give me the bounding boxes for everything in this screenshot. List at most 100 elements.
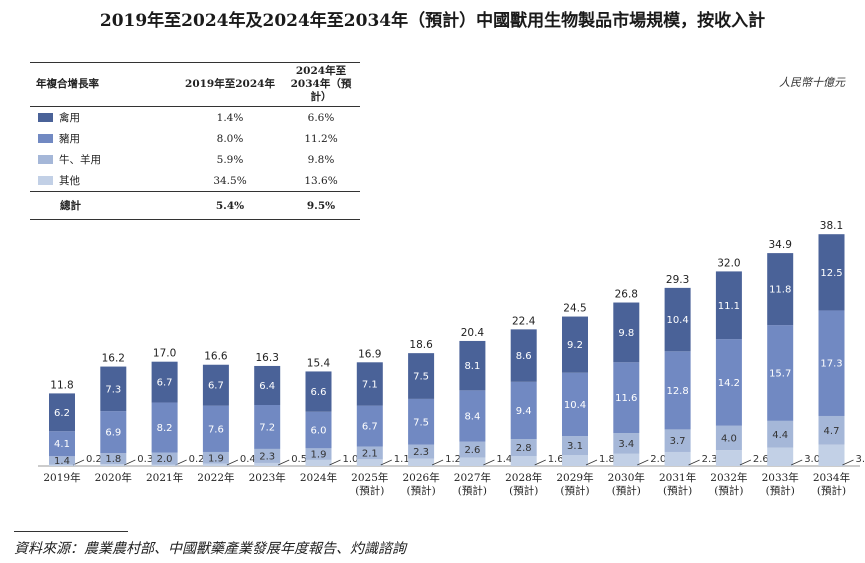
x-tick-label: (預計): [509, 484, 538, 497]
bar-segment: [818, 415, 845, 445]
data-label: 1.9: [208, 453, 224, 464]
bar-segment: [613, 302, 640, 363]
x-tick-label: (預計): [612, 484, 641, 497]
bar-segment: [305, 411, 332, 449]
cagr-value: 11.2%: [304, 132, 338, 145]
legend-label-cattle-sheep: 牛、羊用: [59, 154, 101, 166]
data-label-other: 2.6: [753, 454, 769, 465]
x-tick-label: (預計): [355, 484, 384, 497]
leader-line: [483, 459, 495, 466]
bar-segment: [459, 340, 486, 391]
data-label: 7.3: [105, 384, 121, 395]
legend-label-swine: 豬用: [59, 133, 80, 145]
bar-segment: [100, 453, 127, 465]
chart-title: 2019年至2024年及2024年至2034年（預計）中國獸用生物製品市場規模，…: [99, 11, 766, 31]
total-label: 29.3: [666, 274, 689, 286]
bar-segment: [202, 451, 229, 464]
total-label: 22.4: [512, 315, 536, 327]
leader-line: [278, 459, 290, 466]
bar-segment: [562, 372, 588, 437]
cagr-table: 年複合增長率 2019年至2024年 2024年至 2034年（預計） 禽用 1…: [30, 62, 360, 220]
data-label-other: 2.0: [650, 454, 666, 465]
total-label: 32.0: [717, 257, 740, 269]
x-tick-label: (預計): [560, 484, 589, 497]
bar-segment: [100, 411, 127, 454]
cagr-row-total: 總計 5.4% 9.5%: [30, 191, 360, 220]
data-label: 7.5: [413, 417, 429, 428]
data-label: 2.6: [464, 445, 480, 456]
bar-segment: [562, 316, 588, 373]
total-label: 20.4: [461, 327, 485, 339]
bar-segment: [254, 365, 281, 405]
cagr-value: 1.4%: [216, 111, 244, 124]
data-label: 9.4: [516, 406, 532, 417]
cagr-value: 34.5%: [213, 174, 247, 187]
data-label: 12.8: [666, 386, 688, 397]
data-label: 6.7: [208, 381, 224, 392]
bar-segment: [510, 381, 537, 440]
data-label: 7.5: [413, 372, 429, 383]
data-label: 7.6: [208, 424, 224, 435]
leader-line: [431, 459, 444, 466]
data-label-other: 3.0: [804, 454, 820, 465]
bar-segment: [613, 433, 640, 454]
x-tick-label: 2028年: [505, 471, 542, 484]
data-label: 8.4: [464, 411, 480, 422]
x-tick-label: 2029年: [556, 471, 593, 484]
leader-line: [791, 459, 803, 466]
total-label: 18.6: [409, 339, 433, 351]
total-label: 24.5: [563, 303, 586, 315]
bar-segment: [202, 405, 229, 452]
bar-segment: [562, 436, 588, 456]
leader-line: [329, 459, 341, 466]
bar-segment: [305, 448, 332, 460]
data-label-other: 1.1: [394, 454, 410, 465]
leader-line: [534, 459, 546, 466]
data-label: 3.7: [670, 436, 686, 447]
cagr-total-value: 9.5%: [306, 199, 336, 212]
data-label: 8.6: [516, 351, 532, 362]
cagr-row-poultry: 禽用 1.4% 6.6%: [30, 107, 360, 129]
cagr-header-2024-2034: 2024年至 2034年（預計）: [290, 65, 352, 103]
bar-segment: [408, 353, 435, 399]
bar-segment: [664, 351, 691, 430]
bar-segment: [408, 458, 435, 466]
bar-segment: [562, 455, 588, 466]
data-label: 6.6: [311, 387, 327, 398]
total-label: 11.8: [50, 379, 73, 391]
data-label: 2.8: [516, 443, 532, 454]
bar-segment: [202, 463, 229, 466]
cagr-value: 6.6%: [307, 111, 335, 124]
bar-segment: [49, 456, 75, 465]
data-label: 8.2: [157, 423, 173, 434]
x-tick-label: (預計): [817, 484, 846, 497]
data-label-other: 0.2: [86, 454, 102, 465]
data-label-other: 1.2: [445, 454, 461, 465]
bar-segment: [613, 362, 640, 434]
data-label: 11.6: [615, 393, 637, 404]
bar-segment: [664, 451, 691, 466]
bar-segment: [715, 450, 742, 466]
data-label: 9.8: [618, 328, 634, 339]
bar-segment: [767, 420, 794, 448]
legend-swatch-poultry: [38, 113, 53, 122]
x-tick-label: (預計): [458, 484, 487, 497]
bar-segment: [459, 441, 486, 458]
bar-segment: [613, 453, 640, 466]
data-label: 4.7: [824, 426, 840, 437]
source-divider: [14, 531, 128, 532]
bar-segment: [715, 425, 742, 451]
total-label: 16.3: [256, 352, 279, 364]
data-label: 10.4: [666, 315, 688, 326]
data-label: 11.8: [769, 285, 791, 296]
cagr-header-label: 年複合增長率: [36, 78, 99, 90]
bar-segment: [49, 393, 75, 432]
bar-segment: [305, 371, 332, 412]
bar-segment: [715, 271, 742, 340]
data-label: 15.7: [769, 368, 791, 379]
data-label: 2.3: [413, 447, 429, 458]
cagr-row-other: 其他 34.5% 13.6%: [30, 170, 360, 192]
bar-segment: [715, 339, 742, 426]
data-label: 1.4: [54, 456, 70, 467]
data-label: 9.2: [567, 340, 583, 351]
